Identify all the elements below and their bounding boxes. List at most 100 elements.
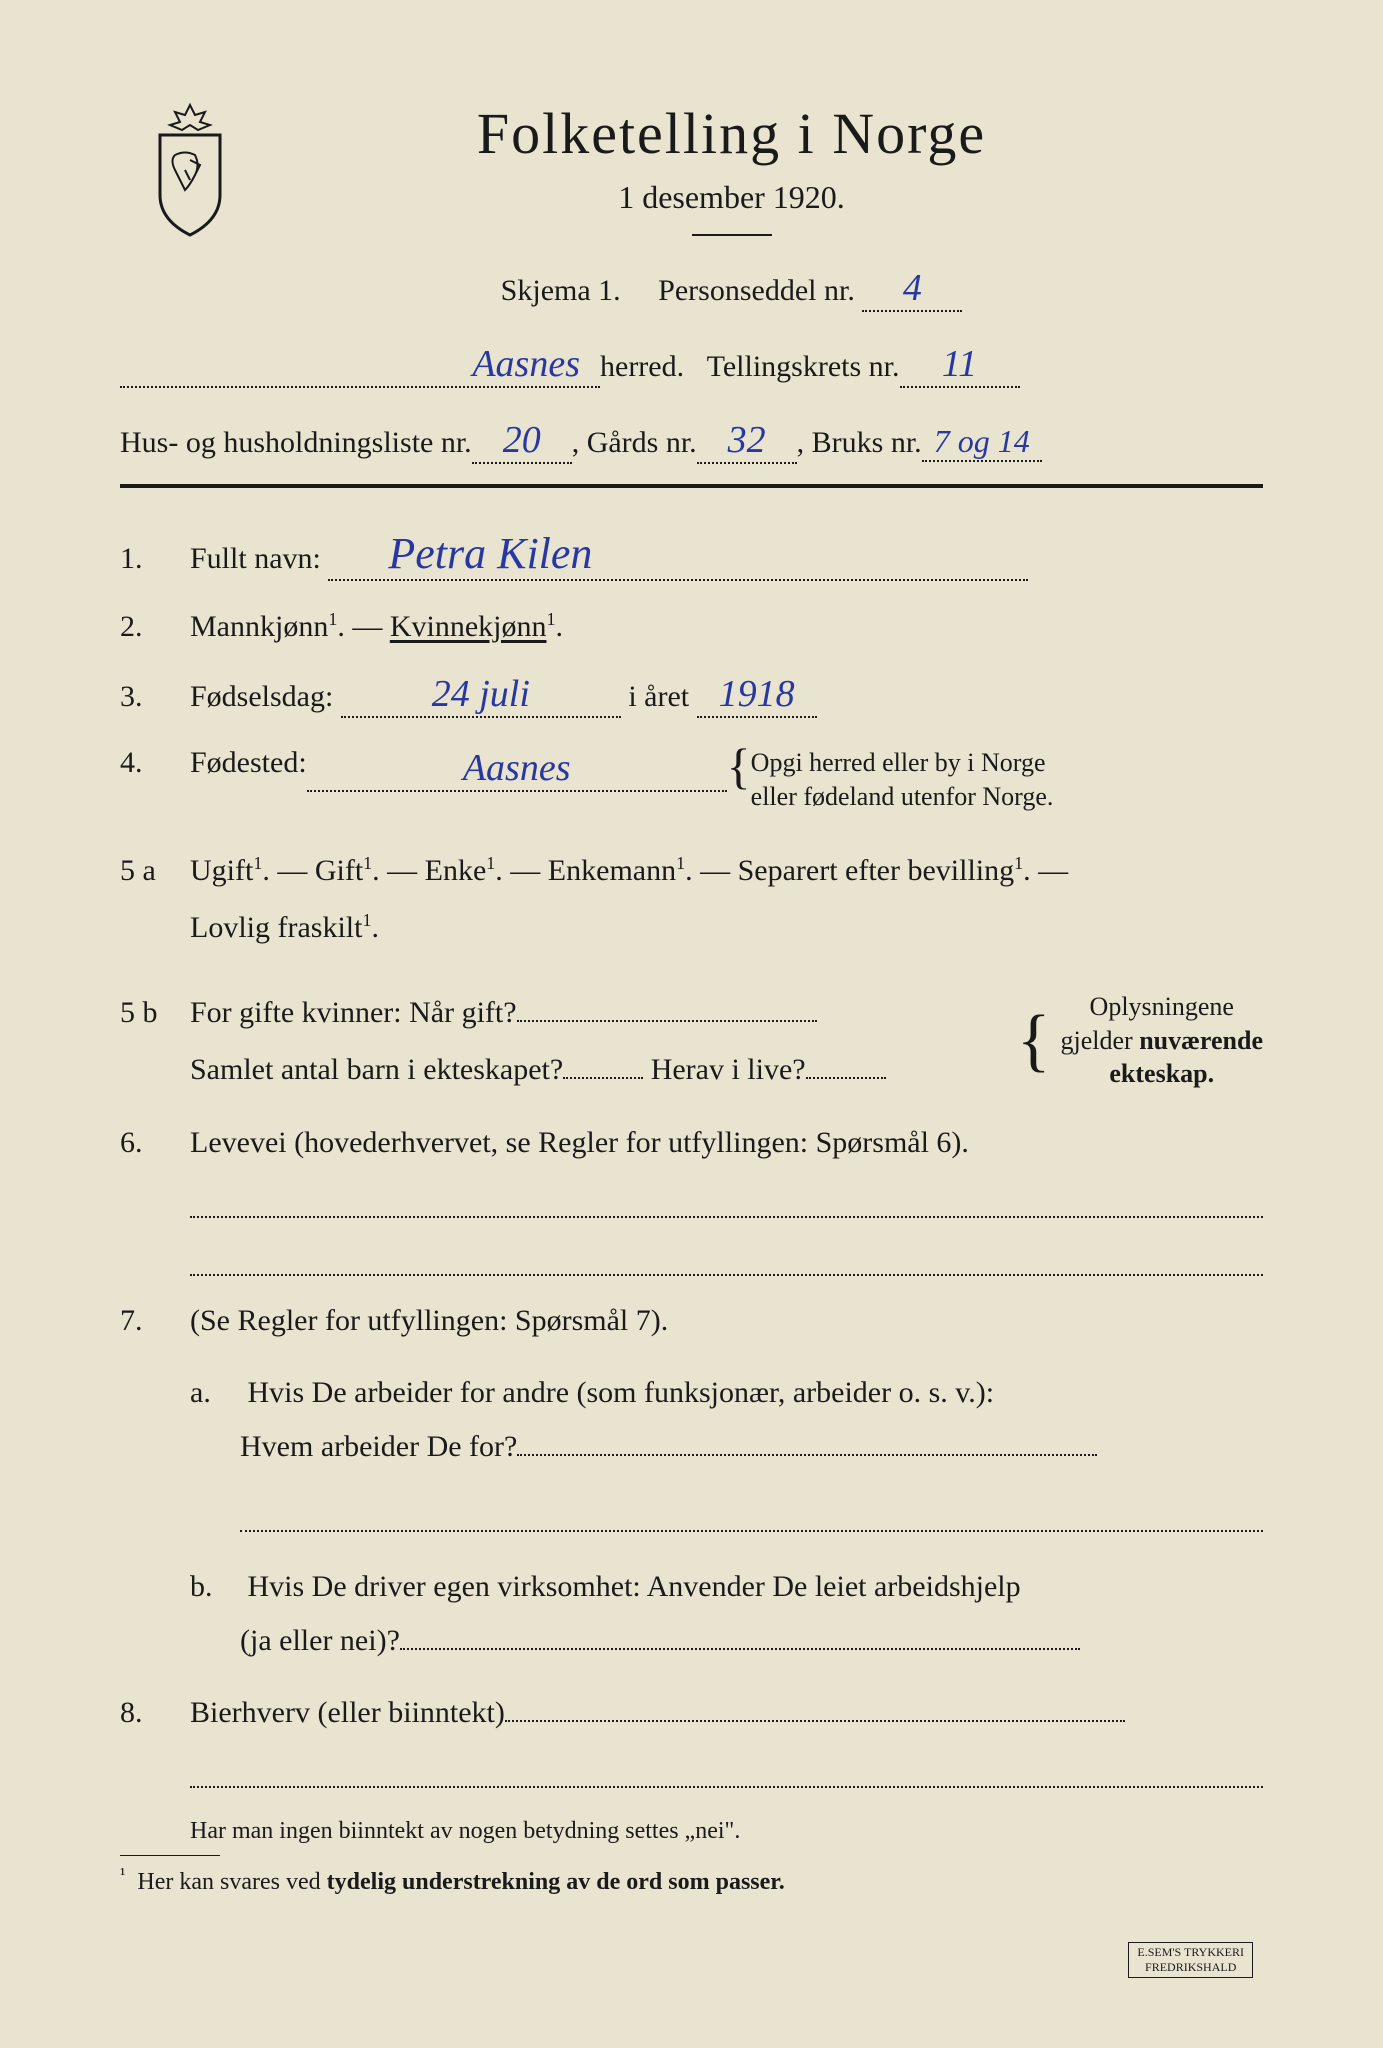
question-7: 7. (Se Regler for utfyllingen: Spørsmål …: [120, 1304, 1263, 1338]
footnote: ¹ Her kan svares ved tydelig understrekn…: [120, 1864, 1263, 1896]
q7a-field: [517, 1454, 1097, 1456]
q4-num: 4.: [120, 746, 190, 780]
person-label: Personseddel nr.: [658, 274, 855, 307]
q1-label: Fullt navn:: [190, 542, 321, 575]
q3-day: 24 juli: [341, 672, 621, 718]
stamp-line1: E.SEM'S TRYKKERI: [1137, 1945, 1244, 1959]
q7a-line: [240, 1502, 1263, 1532]
q8-label: Bierhverv (eller biinntekt): [190, 1696, 505, 1729]
q5b-note2: gjelder nuværende: [1061, 1026, 1263, 1055]
person-nr-value: 4: [862, 266, 962, 312]
herred-name: Aasnes: [120, 342, 600, 388]
footer-divider: [120, 1855, 220, 1856]
question-5b: 5 b For gifte kvinner: Når gift? Samlet …: [120, 984, 1263, 1098]
gards-nr: 32: [697, 418, 797, 464]
q6-content: Levevei (hovederhvervet, se Regler for u…: [190, 1126, 1263, 1160]
question-8: 8. Bierhverv (eller biinntekt): [120, 1696, 1263, 1730]
q5b-line2b: Herav i live?: [651, 1053, 806, 1086]
question-2: 2. Mannkjønn1. — Kvinnekjønn1.: [120, 609, 1263, 644]
q3-label: Fødselsdag:: [190, 680, 333, 713]
q4-label: Fødested:: [190, 746, 307, 780]
q7-num: 7.: [120, 1304, 190, 1338]
q5b-note1: Oplysningene: [1090, 992, 1234, 1021]
q3-content: Fødselsdag: 24 juli i året 1918: [190, 672, 1263, 718]
brace-icon: {: [727, 746, 751, 786]
q5b-live-field: [806, 1077, 886, 1079]
question-1: 1. Fullt navn: Petra Kilen: [120, 528, 1263, 581]
hus-line: Hus- og husholdningsliste nr. 20 , Gårds…: [120, 418, 1263, 464]
gards-label: , Gårds nr.: [572, 426, 697, 460]
q6-line2: [190, 1246, 1263, 1276]
bruks-label: , Bruks nr.: [797, 426, 922, 460]
q7b-letter: b.: [190, 1560, 240, 1614]
page-subtitle: 1 desember 1920.: [200, 179, 1263, 216]
q4-value: Aasnes: [307, 746, 727, 792]
q4-note2: eller fødeland utenfor Norge.: [751, 782, 1054, 811]
q7a: a. Hvis De arbeider for andre (som funks…: [190, 1366, 1263, 1474]
q5b-note: Oplysningene gjelder nuværende ekteskap.: [1061, 990, 1263, 1091]
norwegian-crest-icon: [140, 100, 240, 240]
q8-num: 8.: [120, 1696, 190, 1730]
footnote-text: Her kan svares ved tydelig understreknin…: [137, 1869, 784, 1895]
q7a-text2: Hvem arbeider De for?: [240, 1430, 517, 1463]
herred-line: Aasnes herred. Tellingskrets nr. 11: [120, 342, 1263, 388]
q2-mann: Mannkjønn: [190, 610, 328, 643]
q5b-content: For gifte kvinner: Når gift? Samlet anta…: [190, 984, 1263, 1098]
question-4: 4. Fødested: Aasnes { Opgi herred eller …: [120, 746, 1263, 814]
q8-content: Bierhverv (eller biinntekt): [190, 1696, 1263, 1730]
q4-content: Fødested: Aasnes { Opgi herred eller by …: [190, 746, 1263, 814]
hus-nr: 20: [472, 418, 572, 464]
telling-label: Tellingskrets nr.: [707, 350, 900, 384]
q1-content: Fullt navn: Petra Kilen: [190, 528, 1263, 581]
q8-line: [190, 1758, 1263, 1788]
q1-value: Petra Kilen: [328, 528, 1028, 581]
q7b-text1: Hvis De driver egen virksomhet: Anvender…: [248, 1570, 1021, 1603]
telling-nr: 11: [900, 342, 1020, 388]
q3-num: 3.: [120, 680, 190, 714]
footer-note: Har man ingen biinntekt av nogen betydni…: [190, 1818, 1263, 1845]
q4-note1: Opgi herred eller by i Norge: [751, 748, 1046, 777]
q5b-gift-field: [517, 1020, 817, 1022]
q7b-text2: (ja eller nei)?: [240, 1624, 400, 1657]
thick-divider: [120, 484, 1263, 488]
printer-stamp: E.SEM'S TRYKKERI FREDRIKSHALD: [1128, 1942, 1253, 1978]
schema-line: Skjema 1. Personseddel nr. 4: [200, 266, 1263, 312]
footnote-num: ¹: [120, 1864, 125, 1884]
q5b-note3: ekteskap.: [1109, 1059, 1214, 1088]
q7-content: (Se Regler for utfyllingen: Spørsmål 7).: [190, 1304, 1263, 1338]
q8-field: [505, 1720, 1125, 1722]
q2-content: Mannkjønn1. — Kvinnekjønn1.: [190, 609, 1263, 644]
crest-svg: [140, 100, 240, 240]
bruks-nr: 7 og 14: [922, 423, 1042, 462]
q7b: b. Hvis De driver egen virksomhet: Anven…: [190, 1560, 1263, 1668]
q3-year: 1918: [697, 672, 817, 718]
page-title: Folketelling i Norge: [200, 100, 1263, 167]
question-6: 6. Levevei (hovederhvervet, se Regler fo…: [120, 1126, 1263, 1160]
schema-label: Skjema 1.: [501, 274, 621, 307]
title-divider: [692, 234, 772, 236]
stamp-line2: FREDRIKSHALD: [1145, 1960, 1236, 1974]
question-3: 3. Fødselsdag: 24 juli i året 1918: [120, 672, 1263, 718]
q2-kvinne: Kvinnekjønn: [390, 610, 547, 643]
header-section: Folketelling i Norge 1 desember 1920. Sk…: [120, 100, 1263, 488]
q7a-letter: a.: [190, 1366, 240, 1420]
brace-icon-2: {: [1017, 1013, 1051, 1069]
q6-num: 6.: [120, 1126, 190, 1160]
q7b-field: [400, 1648, 1080, 1650]
q2-num: 2.: [120, 610, 190, 644]
q5b-line2a: Samlet antal barn i ekteskapet?: [190, 1053, 563, 1086]
q6-line1: [190, 1188, 1263, 1218]
q5a-options2: Lovlig fraskilt1.: [190, 911, 379, 944]
q5a-num: 5 a: [120, 842, 190, 899]
hus-label: Hus- og husholdningsliste nr.: [120, 426, 472, 460]
q5b-line1: For gifte kvinner: Når gift?: [190, 996, 517, 1029]
q3-year-label: i året: [628, 680, 689, 713]
q5b-left: For gifte kvinner: Når gift? Samlet anta…: [190, 984, 1017, 1098]
herred-label: herred.: [600, 350, 684, 384]
q1-num: 1.: [120, 542, 190, 576]
q5b-barn-field: [563, 1077, 643, 1079]
question-5a: 5 a Ugift1. — Gift1. — Enke1. — Enkemann…: [120, 842, 1263, 956]
q5b-num: 5 b: [120, 996, 190, 1030]
q5a-options: Ugift1. — Gift1. — Enke1. — Enkemann1. —…: [190, 854, 1068, 887]
q4-note: Opgi herred eller by i Norge eller fødel…: [751, 746, 1054, 814]
